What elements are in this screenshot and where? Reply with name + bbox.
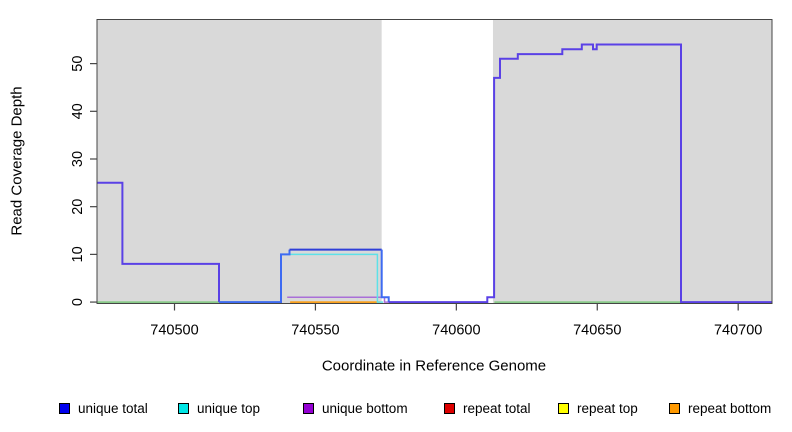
series-unique-total-right — [388, 43, 772, 304]
legend-label: repeat bottom — [688, 400, 772, 416]
series-unique-total-gap1-zero — [219, 249, 291, 304]
x-tick-label: 740650 — [573, 323, 621, 339]
y-tick-label: 30 — [70, 151, 86, 167]
y-axis-title: Read Coverage Depth — [8, 86, 26, 236]
legend-item-unique-bottom: unique bottom — [303, 399, 408, 417]
legend-swatch-icon — [669, 402, 680, 414]
y-tick-label: 20 — [70, 199, 86, 215]
legend: unique total unique top unique bottom repea… — [0, 399, 792, 419]
plot-border — [96, 19, 773, 304]
x-tick-label: 740700 — [714, 323, 762, 339]
legend-label: repeat total — [463, 400, 531, 416]
legend-label: unique top — [197, 400, 261, 416]
legend-item-repeat-bottom: repeat bottom — [669, 399, 771, 417]
x-tick-label: 740500 — [150, 323, 198, 339]
series-unique-total-left — [97, 181, 220, 303]
legend-label: unique total — [78, 400, 148, 416]
shaded-region-right — [492, 19, 772, 304]
y-tick-label: 0 — [70, 298, 86, 306]
x-tick-label: 740550 — [291, 323, 339, 339]
legend-swatch-icon — [303, 402, 314, 414]
y-tick-label: 40 — [70, 103, 86, 119]
legend-item-repeat-top: repeat top — [558, 399, 638, 417]
shaded-region-left — [97, 19, 382, 304]
series-unique-total-mid-fall — [380, 249, 390, 303]
legend-label: unique bottom — [322, 400, 408, 416]
x-tick-label: 740600 — [432, 323, 480, 339]
legend-item-repeat-total: repeat total — [444, 399, 531, 417]
y-tick-label: 50 — [70, 56, 86, 72]
legend-swatch-icon — [59, 402, 70, 414]
y-tick-label: 10 — [70, 246, 86, 262]
series-unique-top-mid — [284, 253, 384, 303]
legend-swatch-icon — [178, 402, 189, 414]
legend-item-unique-total: unique total — [59, 399, 148, 417]
legend-swatch-icon — [444, 402, 455, 414]
legend-label: repeat top — [577, 400, 638, 416]
x-axis-title: Coordinate in Reference Genome — [321, 357, 547, 375]
legend-item-unique-top: unique top — [178, 399, 260, 417]
legend-swatch-icon — [558, 402, 569, 414]
